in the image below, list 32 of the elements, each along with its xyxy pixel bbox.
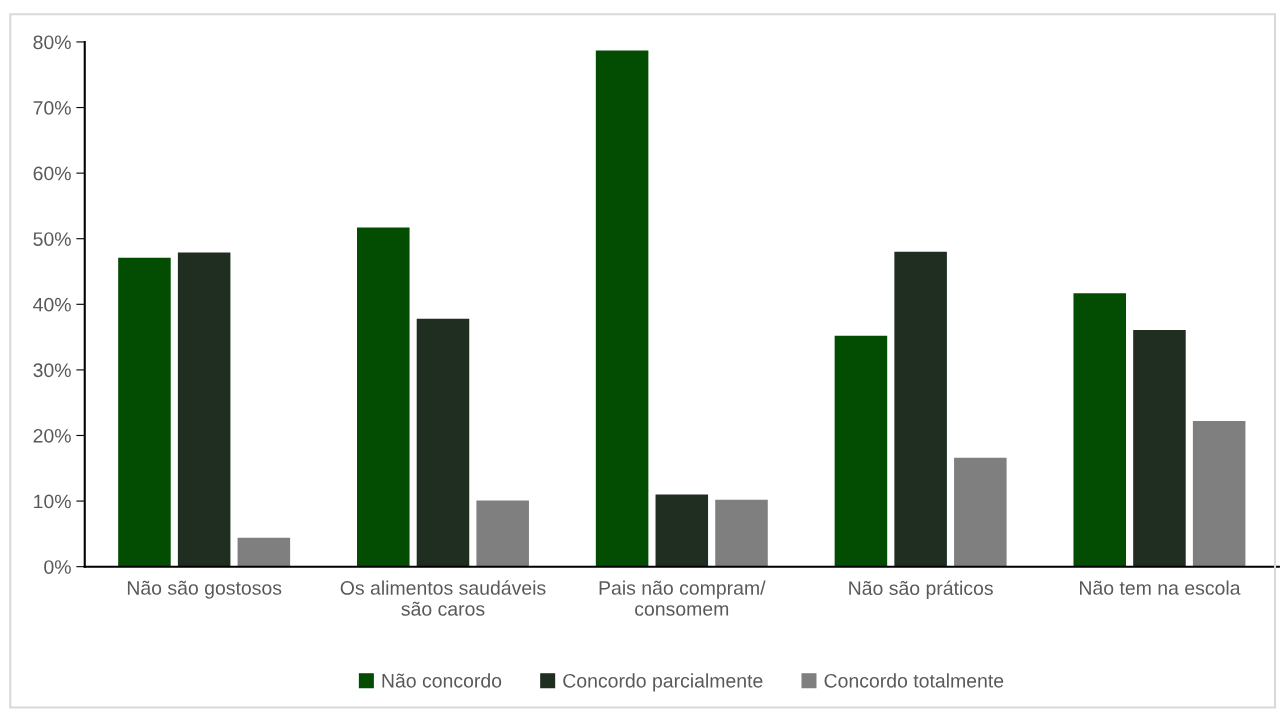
y-tick-label: 40% bbox=[33, 297, 71, 312]
y-tick-label: 60% bbox=[33, 166, 71, 181]
bar bbox=[655, 494, 709, 567]
x-tick-label: Não são gostosos bbox=[127, 580, 282, 599]
bar bbox=[237, 537, 291, 567]
legend-label: Concordo parcialmente bbox=[563, 673, 763, 692]
bar bbox=[715, 499, 768, 567]
bar bbox=[476, 500, 529, 567]
legend-label: Não concordo bbox=[382, 673, 502, 688]
x-tick-label: Pais não compram/ consomem bbox=[599, 580, 766, 616]
y-tick-label: 80% bbox=[33, 35, 71, 50]
bar bbox=[1192, 421, 1246, 567]
bar bbox=[1133, 329, 1186, 567]
bar bbox=[416, 318, 470, 567]
x-tick-label: Não são práticos bbox=[849, 580, 993, 599]
bar bbox=[595, 50, 649, 567]
bar bbox=[357, 227, 410, 567]
bar bbox=[177, 252, 231, 567]
bar bbox=[954, 457, 1007, 567]
y-tick-label: 0% bbox=[44, 560, 71, 574]
y-tick-label: 70% bbox=[33, 101, 71, 115]
y-tick-label: 30% bbox=[33, 363, 71, 378]
bar bbox=[834, 335, 888, 567]
bar bbox=[1073, 293, 1127, 567]
x-tick-label: Não tem na escola bbox=[1079, 580, 1241, 595]
legend-label: Concordo totalmente bbox=[824, 673, 1004, 688]
bar bbox=[894, 251, 947, 567]
y-tick-label: 20% bbox=[33, 428, 71, 443]
y-tick-label: 50% bbox=[33, 232, 71, 246]
x-tick-label: Os alimentos saudáveis são caros bbox=[340, 580, 546, 616]
bar bbox=[118, 257, 171, 567]
y-tick-label: 10% bbox=[34, 494, 71, 509]
